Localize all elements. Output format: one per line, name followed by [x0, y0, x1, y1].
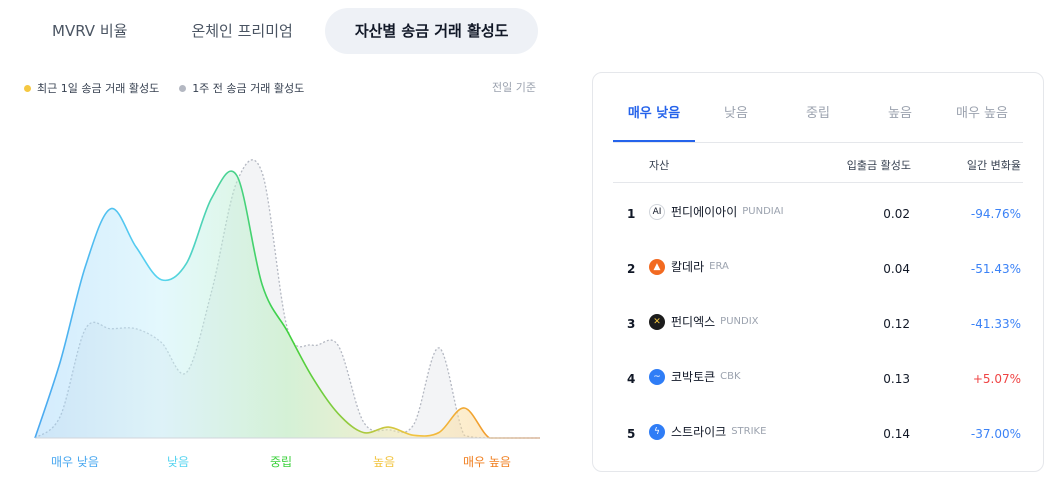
asset-name: 스트라이크: [671, 425, 727, 439]
x-label-high: 높음: [373, 455, 395, 469]
panel-tab-very-low[interactable]: 매우 낮음: [613, 93, 695, 142]
row-rank: 4: [627, 372, 636, 386]
row-activity: 0.13: [883, 372, 910, 386]
panel-tab-very-high[interactable]: 매우 높음: [956, 106, 1008, 121]
row-asset[interactable]: AI 펀디에이아이 PUNDIAI: [649, 203, 784, 220]
row-asset[interactable]: ϟ 스트라이크 STRIKE: [649, 423, 766, 440]
table-row[interactable]: 2 ▲ 칼데라 ERA 0.04 -51.43%: [613, 243, 1023, 298]
activity-level-tabs: 매우 낮음 낮음 중립 높음 매우 높음: [613, 93, 1023, 143]
legend-label-recent: 최근 1일 송금 거래 활성도: [37, 82, 160, 95]
x-label-low: 낮음: [167, 455, 189, 469]
panel-tab-low[interactable]: 낮음: [724, 106, 748, 121]
x-label-neutral: 중립: [270, 455, 292, 469]
row-rank: 2: [627, 262, 636, 276]
column-header-asset[interactable]: 자산: [649, 159, 670, 172]
chart-legend: 최근 1일 송금 거래 활성도 1주 전 송금 거래 활성도: [24, 80, 324, 96]
row-rank: 5: [627, 427, 636, 441]
asset-name: 펀디엑스: [671, 315, 716, 329]
table-row[interactable]: 3 ✕ 펀디엑스 PUNDIX 0.12 -41.33%: [613, 298, 1023, 353]
column-header-activity[interactable]: 입출금 활성도: [846, 159, 911, 172]
cobak-logo-icon: ~: [649, 368, 665, 385]
row-activity: 0.12: [883, 317, 910, 331]
pundix-logo-icon: ✕: [649, 313, 665, 330]
row-asset[interactable]: ▲ 칼데라 ERA: [649, 258, 729, 275]
row-asset[interactable]: ~ 코박토큰 CBK: [649, 368, 741, 385]
table-header: 자산 입출금 활성도 일간 변화율: [613, 145, 1023, 183]
legend-dot-week-ago: [179, 84, 187, 92]
asset-symbol: ERA: [709, 261, 729, 272]
row-change: -37.00%: [970, 427, 1021, 441]
activity-area-chart: 매우 낮음 낮음 중립 높음 매우 높음: [34, 159, 540, 469]
asset-symbol: PUNDIX: [720, 316, 759, 327]
basis-note: 전일 기준: [492, 81, 536, 94]
asset-name: 칼데라: [671, 260, 705, 274]
panel-tab-neutral[interactable]: 중립: [806, 106, 830, 121]
caldera-logo-icon: ▲: [649, 258, 665, 275]
row-activity: 0.14: [883, 427, 910, 441]
series-line-recent[interactable]: [34, 170, 540, 439]
asset-name: 코박토큰: [671, 370, 716, 384]
row-change: -41.33%: [970, 317, 1021, 331]
tab-transfer-activity[interactable]: 자산별 송금 거래 활성도: [324, 8, 539, 54]
row-activity: 0.02: [883, 207, 910, 221]
top-tab-bar: MVRV 비율 온체인 프리미엄 자산별 송금 거래 활성도: [20, 8, 539, 54]
asset-symbol: PUNDIAI: [742, 206, 784, 217]
ranking-panel: 매우 낮음 낮음 중립 높음 매우 높음 자산 입출금 활성도 일간 변화율 1…: [592, 72, 1044, 472]
tab-mvrv-ratio[interactable]: MVRV 비율: [52, 22, 128, 40]
legend-label-week-ago: 1주 전 송금 거래 활성도: [192, 82, 305, 95]
table-row[interactable]: 4 ~ 코박토큰 CBK 0.13 +5.07%: [613, 353, 1023, 408]
series-area-recent: [35, 171, 540, 438]
row-activity: 0.04: [883, 262, 910, 276]
asset-symbol: STRIKE: [731, 426, 767, 437]
legend-item-week-ago[interactable]: 1주 전 송금 거래 활성도: [179, 80, 304, 96]
x-label-very-low: 매우 낮음: [51, 455, 99, 469]
row-change: +5.07%: [972, 372, 1021, 386]
table-row[interactable]: 1 AI 펀디에이아이 PUNDIAI 0.02 -94.76%: [613, 188, 1023, 243]
x-label-very-high: 매우 높음: [463, 455, 511, 469]
row-change: -51.43%: [970, 262, 1021, 276]
pundiai-logo-icon: AI: [649, 203, 665, 220]
row-rank: 3: [627, 317, 636, 331]
legend-item-recent[interactable]: 최근 1일 송금 거래 활성도: [24, 80, 159, 96]
table-row[interactable]: 5 ϟ 스트라이크 STRIKE 0.14 -37.00%: [613, 408, 1023, 463]
panel-tab-high[interactable]: 높음: [888, 106, 912, 121]
asset-symbol: CBK: [720, 371, 741, 382]
legend-dot-recent: [24, 84, 31, 92]
strike-logo-icon: ϟ: [649, 423, 665, 440]
row-asset[interactable]: ✕ 펀디엑스 PUNDIX: [649, 313, 759, 330]
row-change: -94.76%: [970, 207, 1021, 221]
row-rank: 1: [627, 207, 636, 221]
asset-name: 펀디에이아이: [671, 205, 738, 219]
column-header-change[interactable]: 일간 변화율: [966, 159, 1021, 172]
tab-onchain-premium[interactable]: 온체인 프리미엄: [191, 22, 293, 40]
